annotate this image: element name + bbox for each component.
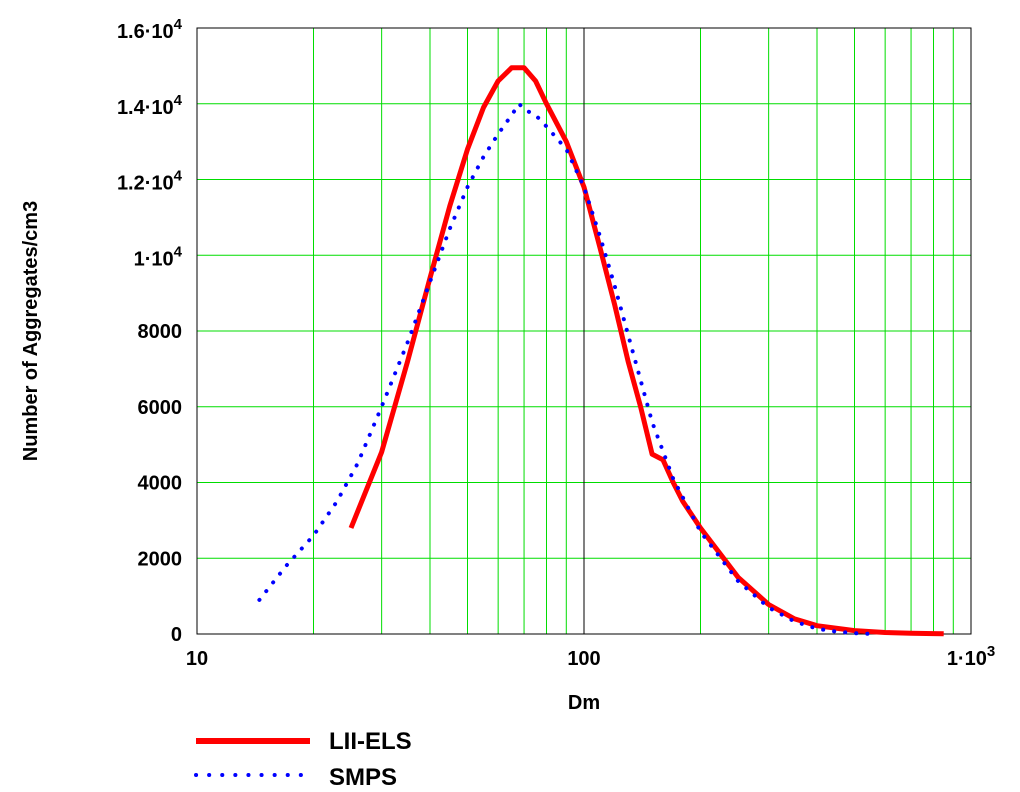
y-tick-label: 2000 <box>138 548 183 570</box>
y-tick-label: 0 <box>171 624 182 646</box>
y-tick-labels: 0 2000 4000 6000 8000 1·104 1.2·104 1.4·104 1.6·… <box>117 16 183 646</box>
x-tick-label: 1·103 <box>947 643 995 670</box>
x-axis-label: Dm <box>568 692 600 714</box>
series-layer <box>257 65 944 637</box>
x-tick-labels: 10 100 1·103 <box>186 643 995 670</box>
y-tick-label: 1.4·104 <box>117 92 183 119</box>
y-tick-label: 6000 <box>138 397 183 419</box>
x-tick-label: 10 <box>186 648 208 670</box>
y-tick-label: 1.6·104 <box>117 16 183 43</box>
legend-label-smps: SMPS <box>329 764 397 791</box>
plot-area-frame <box>196 27 972 635</box>
series-smps <box>257 100 876 636</box>
y-tick-label: 4000 <box>138 473 183 495</box>
x-tick-label: 100 <box>567 648 600 670</box>
legend: LII-ELS SMPS <box>194 728 412 791</box>
y-tick-label: 1·104 <box>134 243 183 270</box>
legend-label-lii-els: LII-ELS <box>329 728 412 755</box>
y-tick-label: 8000 <box>138 321 183 343</box>
y-tick-label: 1.2·104 <box>117 168 183 195</box>
y-axis-label: Number of Aggregates/cm3 <box>20 201 42 461</box>
series-lii-els <box>348 65 944 637</box>
grid <box>197 28 971 634</box>
